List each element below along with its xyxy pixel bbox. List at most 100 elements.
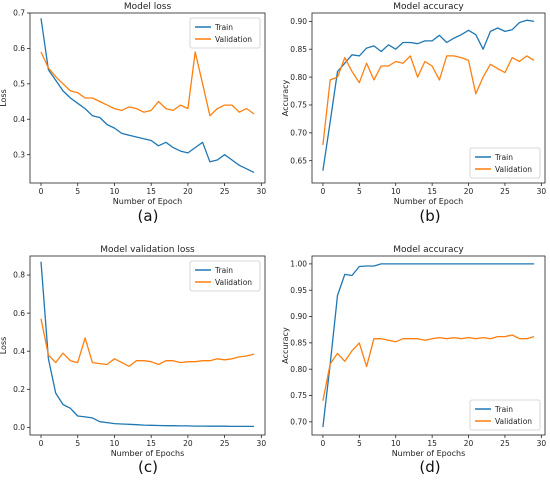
y-tick-label: 0.85 [290, 339, 307, 348]
y-tick-label: 0.80 [290, 365, 307, 374]
y-tick-label: 0.7 [13, 9, 25, 18]
y-axis-label: Accuracy [281, 79, 290, 116]
x-tick-label: 5 [357, 187, 362, 196]
y-tick-label: 0.4 [13, 115, 25, 124]
series-line-train [322, 19, 535, 171]
x-tick-label: 10 [110, 187, 120, 196]
y-tick-label: 0.2 [13, 385, 25, 394]
x-tick-label: 5 [75, 439, 80, 448]
x-tick-label: 30 [257, 187, 267, 196]
plot-frame [29, 12, 266, 184]
x-axis-label: Number of Epoch [394, 197, 463, 206]
x-tick-label: 30 [257, 439, 267, 448]
chart-panel-1: Model loss 0 5 10 15 20 25 30 0.3 0.4 0.5 0.6 0.7 Num… [0, 2, 266, 225]
panel-caption: (b) [419, 207, 440, 225]
chart-title: Model accuracy [393, 245, 464, 255]
panel-caption: (d) [419, 458, 440, 476]
x-tick-label: 10 [110, 439, 120, 448]
y-tick-label: 0.5 [13, 80, 25, 89]
y-tick-label: 0.6 [13, 309, 25, 318]
y-tick-label: 0.0 [13, 423, 25, 432]
y-tick-label: 1.00 [290, 260, 307, 269]
panel-caption: (a) [138, 207, 159, 225]
x-tick-label: 30 [537, 187, 547, 196]
y-tick-label: 0.80 [290, 73, 307, 82]
x-tick-label: 25 [220, 187, 230, 196]
legend-label-validation: Validation [495, 417, 532, 426]
legend: Train Validation [189, 260, 261, 292]
legend-box [189, 17, 261, 49]
x-tick-label: 20 [464, 439, 474, 448]
y-tick-label: 0.65 [290, 156, 307, 165]
x-tick-label: 20 [183, 439, 193, 448]
y-tick-label: 0.90 [290, 312, 307, 321]
chart-title: Model accuracy [393, 2, 464, 12]
panel-caption: (c) [138, 458, 158, 476]
series-line-train [322, 263, 535, 428]
legend-label-train: Train [214, 266, 233, 275]
legend-label-train: Train [214, 23, 233, 32]
legend-label-validation: Validation [215, 278, 252, 287]
y-tick-label: 0.95 [290, 286, 307, 295]
series-line-validation [322, 55, 535, 146]
chart-title: Model loss [124, 2, 172, 12]
x-tick-label: 0 [321, 439, 326, 448]
y-axis-label: Loss [0, 89, 8, 107]
x-tick-label: 15 [427, 439, 437, 448]
x-tick-label: 0 [39, 439, 44, 448]
x-tick-label: 10 [391, 439, 401, 448]
x-tick-label: 10 [391, 187, 401, 196]
legend: Train Validation [469, 399, 541, 431]
series-line-train [40, 18, 255, 173]
x-tick-label: 30 [537, 439, 547, 448]
x-tick-label: 15 [146, 187, 156, 196]
x-tick-label: 20 [183, 187, 193, 196]
y-axis-label: Accuracy [281, 327, 290, 364]
chart-panel-4: Model accuracy 0 5 10 15 20 25 30 0.70 0.75 0.80 0.… [281, 245, 546, 476]
plot-frame [29, 255, 266, 436]
legend-box [189, 260, 261, 292]
plot-frame [311, 12, 546, 184]
plot-frame [311, 255, 546, 436]
y-tick-label: 0.8 [13, 271, 25, 280]
legend-label-validation: Validation [215, 35, 252, 44]
series-line-validation [322, 334, 535, 401]
y-tick-label: 0.70 [290, 129, 307, 138]
x-tick-label: 15 [427, 187, 437, 196]
legend: Train Validation [469, 147, 541, 179]
x-axis-label: Number of Epochs [111, 449, 185, 458]
series-line-validation [40, 318, 255, 368]
series-line-validation [40, 51, 255, 117]
x-tick-label: 25 [220, 439, 230, 448]
x-tick-label: 5 [75, 187, 80, 196]
series-line-train [40, 261, 254, 428]
y-tick-label: 0.3 [13, 150, 25, 159]
y-tick-label: 0.75 [290, 391, 307, 400]
x-tick-label: 25 [500, 439, 510, 448]
x-axis-label: Number of Epochs [392, 449, 466, 458]
y-tick-label: 0.6 [13, 44, 25, 53]
legend-label-train: Train [494, 153, 513, 162]
y-tick-label: 0.70 [290, 418, 307, 427]
x-tick-label: 25 [500, 187, 510, 196]
legend-label-train: Train [494, 405, 513, 414]
x-tick-label: 0 [39, 187, 44, 196]
legend-box [469, 399, 541, 431]
y-axis-label: Loss [0, 337, 8, 355]
x-tick-label: 0 [321, 187, 326, 196]
chart-panel-2: Model accuracy 0 5 10 15 20 25 30 0.65 0.70 0.75 0.… [281, 2, 546, 225]
y-tick-label: 0.85 [290, 45, 307, 54]
x-axis-label: Number of Epoch [113, 197, 182, 206]
x-tick-label: 5 [357, 439, 362, 448]
x-tick-label: 15 [146, 439, 156, 448]
y-tick-label: 0.75 [290, 101, 307, 110]
legend-box [469, 147, 541, 179]
y-tick-label: 0.90 [290, 17, 307, 26]
chart-title: Model validation loss [100, 245, 195, 255]
x-tick-label: 20 [464, 187, 474, 196]
legend-label-validation: Validation [495, 165, 532, 174]
chart-panel-3: Model validation loss 0 5 10 15 20 25 30 0.0 0.2 0… [0, 245, 266, 476]
legend: Train Validation [189, 17, 261, 49]
y-tick-label: 0.4 [13, 347, 25, 356]
